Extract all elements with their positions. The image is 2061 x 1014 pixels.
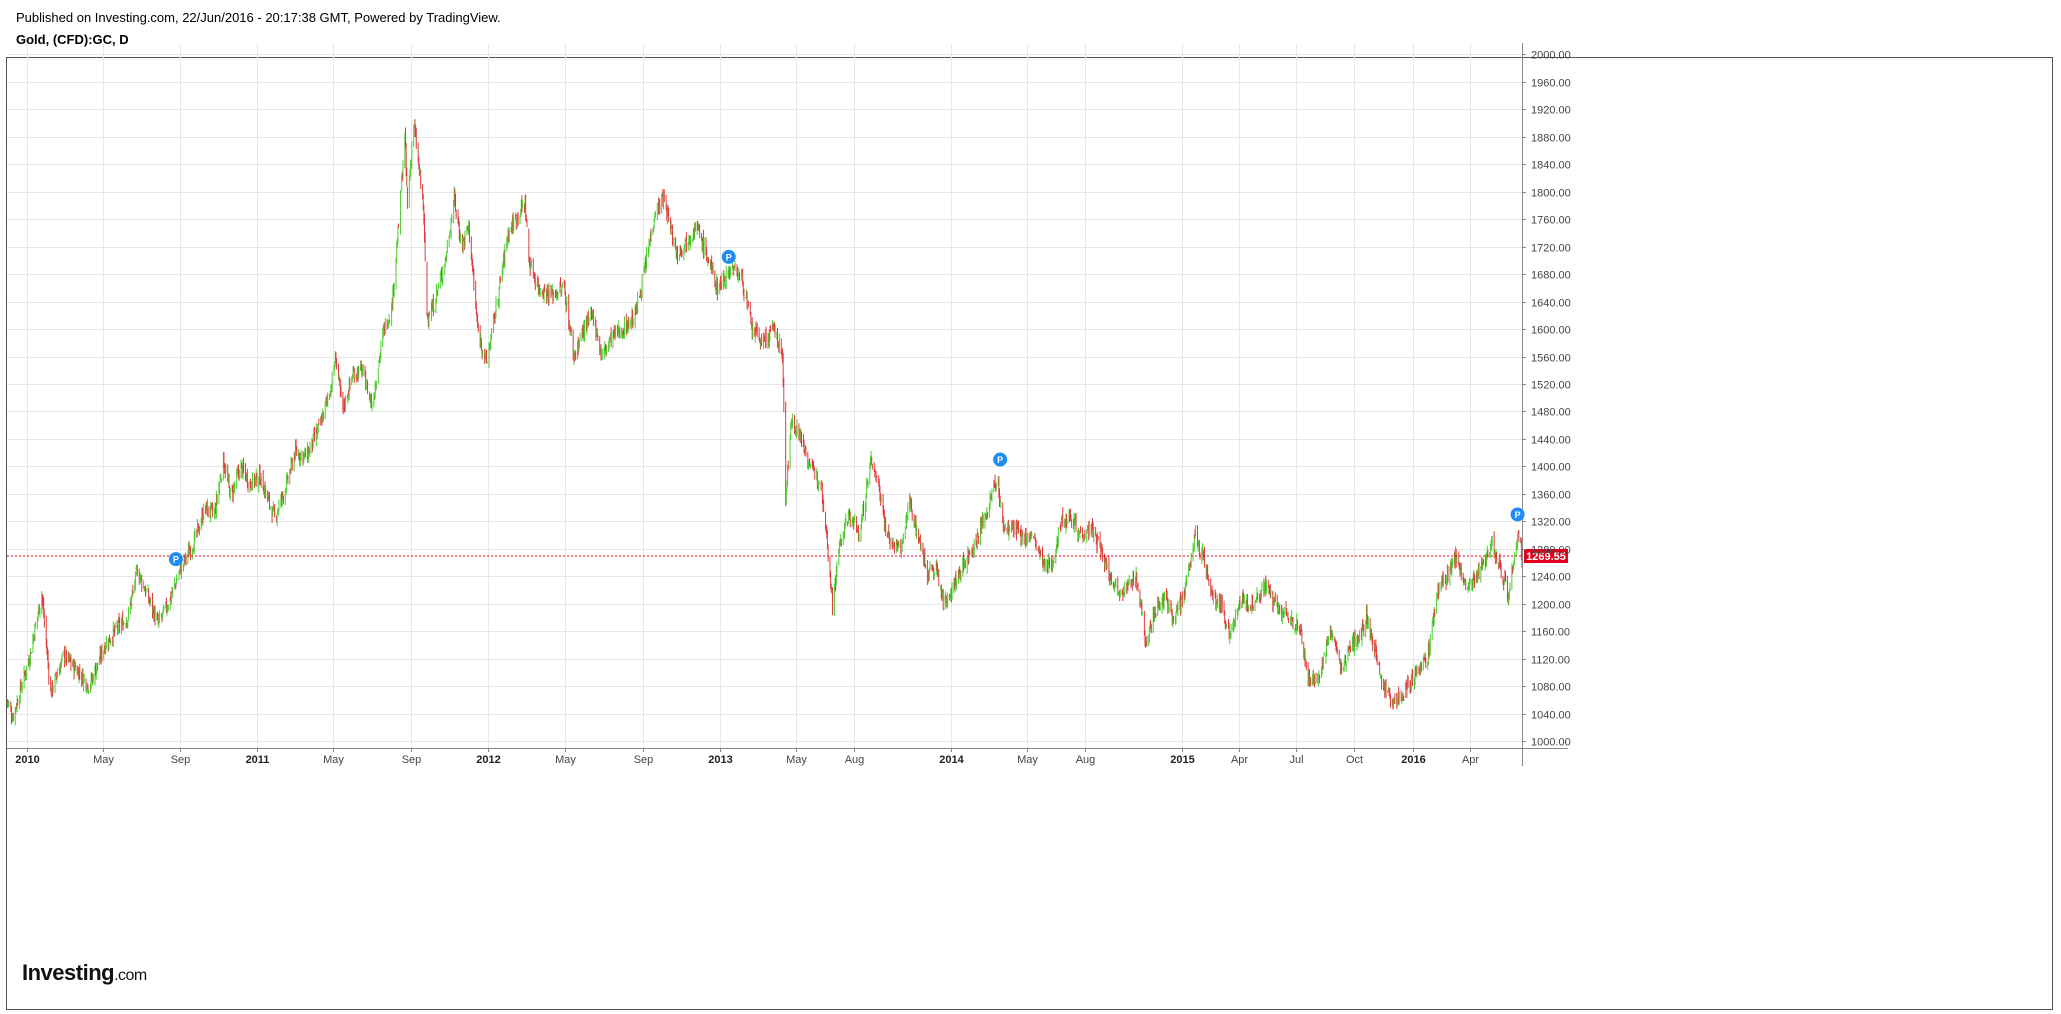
y-tick-label: 1720.00 — [1531, 243, 1571, 255]
y-tick-label: 1000.00 — [1531, 737, 1571, 749]
x-tick-label: 2011 — [246, 754, 270, 766]
publication-marker-label: P — [173, 555, 179, 565]
publication-marker — [1510, 507, 1525, 522]
symbol-title: Gold, (CFD):GC, D — [16, 32, 129, 47]
y-tick-label: 1560.00 — [1531, 353, 1571, 365]
y-tick-label: 1520.00 — [1531, 380, 1571, 392]
x-tick-label: Aug — [845, 754, 865, 766]
x-tick-label: Apr — [1462, 754, 1479, 766]
y-tick-label: 1120.00 — [1531, 655, 1570, 667]
publication-markers: P P P P — [168, 249, 1525, 567]
time-axis[interactable]: 2010 May Sep 2011 May Sep 2012 May Sep 2013 May Aug… — [7, 748, 1568, 766]
x-tick-label: 2013 — [708, 754, 732, 766]
y-tick-label: 1640.00 — [1531, 298, 1571, 310]
y-tick-label: 1880.00 — [1531, 133, 1571, 145]
publication-marker-label: P — [997, 455, 1003, 465]
logo-main: Investing — [22, 960, 115, 985]
y-tick-label: 2000.00 — [1531, 50, 1571, 62]
x-tick-label: Sep — [402, 754, 422, 766]
y-tick-label: 1160.00 — [1531, 627, 1570, 639]
y-tick-label: 1600.00 — [1531, 325, 1571, 337]
x-tick-label: Jul — [1289, 754, 1303, 766]
grid-lines — [7, 44, 1522, 748]
y-tick-label: 1920.00 — [1531, 105, 1571, 117]
y-tick-label: 1240.00 — [1531, 572, 1571, 584]
current-price-line: 1269.55 — [7, 548, 1568, 563]
y-tick-label: 1200.00 — [1531, 600, 1571, 612]
chart-header: Published on Investing.com, 22/Jun/2016 … — [16, 10, 501, 48]
y-tick-label: 1360.00 — [1531, 490, 1571, 502]
chart-frame — [6, 57, 2053, 1010]
y-tick-label: 1320.00 — [1531, 517, 1571, 529]
y-tick-label: 1680.00 — [1531, 270, 1571, 282]
x-tick-label: May — [1017, 754, 1038, 766]
y-tick-label: 1040.00 — [1531, 710, 1571, 722]
x-tick-label: Sep — [634, 754, 654, 766]
x-tick-label: May — [323, 754, 344, 766]
candlestick-series — [6, 119, 1523, 726]
published-info: Published on Investing.com, 22/Jun/2016 … — [16, 10, 501, 25]
y-tick-label: 1400.00 — [1531, 462, 1571, 474]
x-tick-label: May — [786, 754, 807, 766]
x-tick-label: 2012 — [476, 754, 500, 766]
publication-marker — [993, 452, 1008, 467]
x-tick-label: 2016 — [1401, 754, 1425, 766]
x-tick-label: Oct — [1346, 754, 1363, 766]
y-tick-label: 1080.00 — [1531, 682, 1571, 694]
publication-marker-label: P — [1515, 510, 1521, 520]
investing-logo: Investing.com — [22, 960, 147, 986]
y-tick-label: 1280.00 — [1531, 545, 1571, 557]
x-tick-label: 2014 — [939, 754, 964, 766]
y-tick-label: 1840.00 — [1531, 160, 1571, 172]
x-tick-label: 2010 — [15, 754, 39, 766]
y-tick-label: 1960.00 — [1531, 78, 1571, 90]
x-tick-label: Apr — [1231, 754, 1248, 766]
y-tick-label: 1440.00 — [1531, 435, 1571, 447]
logo-suffix: .com — [114, 967, 147, 984]
current-price-label: 1269.55 — [1526, 551, 1566, 563]
y-tick-label: 1800.00 — [1531, 188, 1571, 200]
y-tick-label: 1480.00 — [1531, 407, 1571, 419]
current-price-badge — [1524, 548, 1568, 563]
x-tick-label: May — [93, 754, 114, 766]
publication-marker — [168, 552, 183, 567]
x-tick-label: May — [555, 754, 576, 766]
x-tick-label: Aug — [1076, 754, 1096, 766]
publication-marker — [721, 249, 736, 264]
x-tick-label: Sep — [171, 754, 191, 766]
x-tick-label: 2015 — [1170, 754, 1194, 766]
publication-marker-label: P — [726, 252, 732, 262]
y-tick-label: 1760.00 — [1531, 215, 1571, 227]
price-axis[interactable]: 1000.00 1040.00 1080.00 1120.00 1160.00 1200.… — [1522, 43, 1571, 766]
